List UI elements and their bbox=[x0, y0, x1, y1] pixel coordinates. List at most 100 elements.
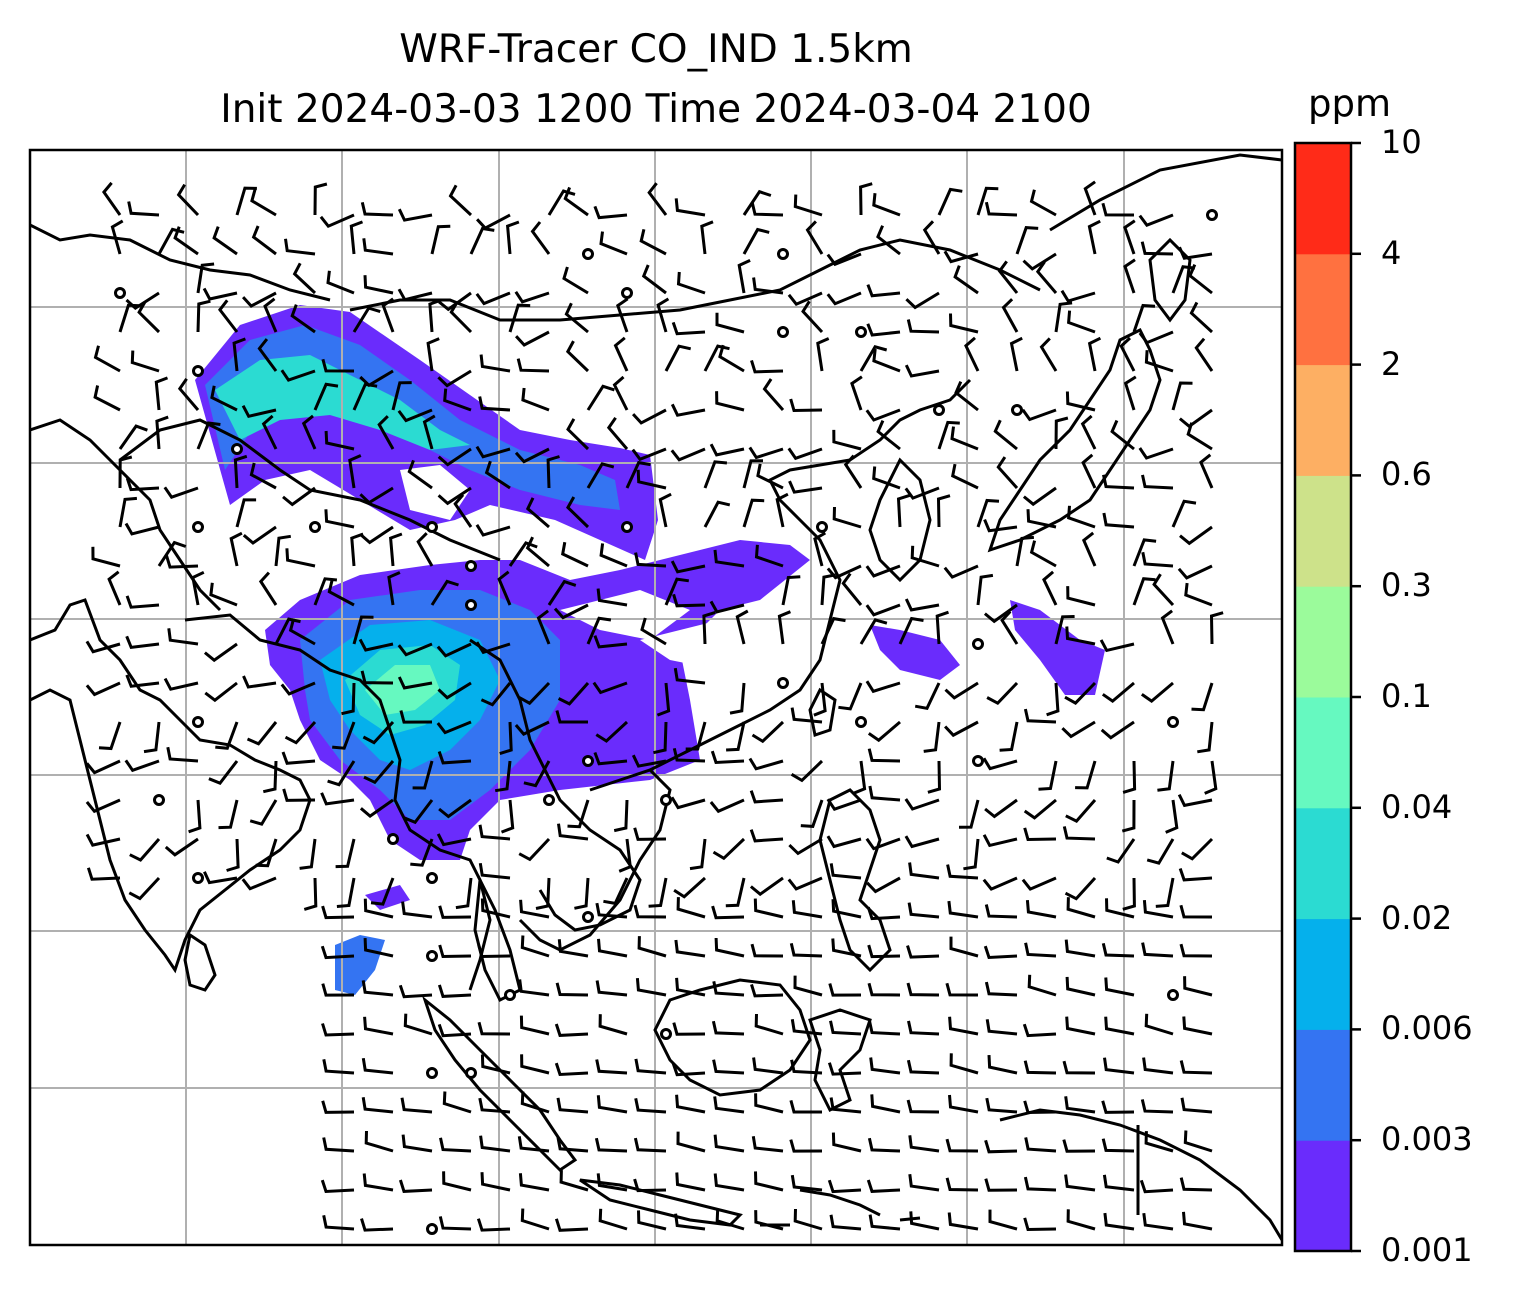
wind-barb bbox=[826, 798, 862, 811]
wind-barb bbox=[321, 1100, 355, 1114]
calm-marker bbox=[777, 248, 789, 260]
wind-barb bbox=[789, 942, 823, 958]
wind-barb bbox=[508, 303, 531, 333]
wind-barb bbox=[1054, 615, 1075, 645]
wind-barb bbox=[85, 681, 121, 697]
wind-barb bbox=[352, 615, 374, 645]
coast-sumatra bbox=[421, 995, 578, 1172]
wind-barb bbox=[656, 682, 671, 717]
wind-barb bbox=[729, 682, 746, 715]
wind-barb bbox=[827, 1062, 862, 1076]
wind-barb bbox=[801, 300, 824, 334]
wind-barb bbox=[596, 588, 628, 607]
wind-barb bbox=[478, 396, 511, 412]
wind-barb bbox=[949, 936, 979, 958]
wind-barb bbox=[480, 1172, 511, 1192]
wind-barb bbox=[789, 1139, 823, 1153]
wind-barb bbox=[1155, 877, 1175, 908]
wind-barb bbox=[349, 220, 364, 255]
wind-barb bbox=[749, 829, 784, 843]
wind-barb bbox=[1022, 1023, 1057, 1038]
wind-barb bbox=[852, 760, 867, 795]
wind-barb bbox=[859, 345, 888, 372]
wind-barb bbox=[865, 603, 901, 617]
wind-barb bbox=[1165, 799, 1179, 834]
wind-barb bbox=[1138, 213, 1174, 228]
wind-barb bbox=[377, 415, 395, 450]
wind-barb bbox=[196, 421, 221, 450]
wind-barb bbox=[319, 213, 355, 229]
wind-barb bbox=[906, 1059, 940, 1075]
wind-barb bbox=[709, 798, 745, 814]
wind-barb bbox=[125, 291, 160, 310]
wind-barb bbox=[85, 833, 121, 847]
wind-barb bbox=[176, 183, 200, 217]
chart-title-line2: Init 2024-03-03 1200 Time 2024-03-04 210… bbox=[220, 87, 1092, 132]
wind-barb bbox=[936, 494, 951, 528]
wind-barb bbox=[906, 982, 940, 997]
wind-barb bbox=[518, 681, 551, 706]
wind-barb bbox=[125, 674, 160, 688]
wind-barb bbox=[750, 943, 784, 958]
wind-barb bbox=[976, 186, 999, 216]
wind-barb bbox=[735, 609, 749, 645]
colorbar-segment bbox=[1295, 586, 1351, 698]
wind-barb bbox=[596, 1173, 628, 1192]
wind-barb bbox=[282, 788, 316, 802]
wind-barb bbox=[1119, 336, 1136, 372]
wind-barb bbox=[518, 837, 551, 862]
wind-barb bbox=[859, 182, 873, 216]
wind-barb bbox=[233, 454, 248, 489]
wind-barb bbox=[497, 570, 512, 606]
wind-barb bbox=[872, 466, 901, 490]
wind-barb bbox=[196, 262, 215, 294]
wind-barb bbox=[999, 721, 1019, 752]
wind-barb bbox=[829, 1020, 862, 1036]
wind-barb bbox=[984, 1139, 1018, 1154]
wind-barb bbox=[996, 456, 1019, 490]
wind-barb bbox=[1138, 447, 1174, 460]
wind-barb bbox=[553, 603, 589, 620]
wind-barb bbox=[868, 785, 901, 802]
wind-barb bbox=[1066, 586, 1096, 607]
wind-barb bbox=[1083, 180, 1097, 216]
wind-barb bbox=[752, 1057, 784, 1075]
wind-barb bbox=[742, 227, 770, 255]
wind-barb bbox=[322, 1137, 355, 1153]
wind-barb bbox=[712, 1059, 745, 1075]
wind-barb bbox=[360, 1218, 394, 1232]
wind-barb bbox=[535, 877, 551, 910]
colorbar-tick-label: 0.001 bbox=[1381, 1231, 1473, 1269]
wind-barb bbox=[949, 1053, 979, 1075]
calm-marker bbox=[972, 638, 984, 650]
wind-barb bbox=[476, 1218, 511, 1232]
calm-marker bbox=[192, 716, 204, 728]
wind-barb bbox=[982, 757, 1018, 771]
wind-barb bbox=[715, 312, 745, 334]
wind-barb bbox=[985, 1097, 1018, 1114]
wind-barb bbox=[599, 231, 628, 256]
wind-barb bbox=[370, 877, 395, 906]
wind-barb bbox=[718, 344, 745, 373]
wind-barb bbox=[1179, 1177, 1213, 1192]
wind-barb bbox=[850, 375, 863, 411]
wind-barb bbox=[500, 799, 515, 834]
wind-barb bbox=[263, 297, 278, 333]
wind-barb bbox=[869, 1057, 901, 1075]
wind-barb bbox=[525, 536, 550, 568]
wind-barb bbox=[937, 420, 960, 450]
wind-barb bbox=[984, 1178, 1018, 1192]
plume-east-patch1 bbox=[870, 625, 960, 680]
wind-barb bbox=[438, 798, 472, 819]
wind-barb bbox=[1123, 258, 1136, 294]
wind-barb bbox=[976, 498, 1000, 528]
wind-barb bbox=[479, 1135, 511, 1153]
wind-barb bbox=[249, 462, 277, 490]
wind-barb bbox=[1023, 1176, 1057, 1192]
wind-barb bbox=[909, 1211, 940, 1231]
wind-barb bbox=[398, 1179, 433, 1193]
wind-barb bbox=[711, 905, 745, 920]
wind-barb bbox=[519, 1015, 550, 1036]
calm-marker bbox=[933, 404, 945, 416]
wind-barb bbox=[1087, 336, 1102, 372]
